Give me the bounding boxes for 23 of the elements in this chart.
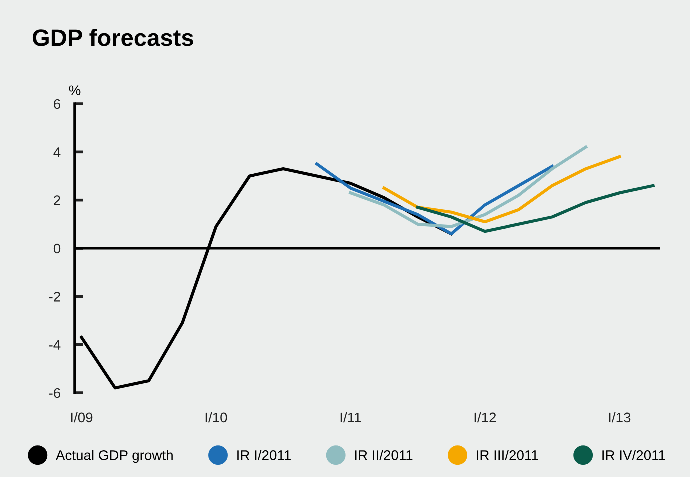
line-series (316, 162, 554, 236)
legend-label: IR III/2011 (477, 450, 538, 460)
y-tick-label: 0 (54, 244, 61, 254)
legend-label: IR IV/2011 (602, 450, 666, 460)
x-tick-label: I/13 (609, 412, 631, 423)
x-tick-label: I/12 (474, 412, 496, 423)
line-series (349, 146, 588, 228)
y-tick-label: 6 (54, 99, 60, 110)
y-axis-title: % (69, 86, 81, 96)
line-series (382, 155, 622, 224)
y-tick-label: 2 (54, 196, 60, 206)
chart-title: GDP forecasts (32, 28, 194, 46)
legend-label: IR I/2011 (238, 450, 291, 460)
x-tick-label: I/11 (340, 412, 362, 423)
x-tick-label: I/09 (71, 412, 93, 423)
y-tick-label: -4 (49, 340, 61, 350)
legend-label: Actual GDP growth (56, 450, 173, 464)
line-series (416, 184, 655, 234)
y-tick-label: -2 (49, 292, 60, 302)
y-tick-label: 4 (54, 148, 61, 158)
legend-label: IR II/2011 (355, 450, 413, 460)
y-tick-label: -6 (49, 388, 60, 398)
x-tick-label: I/10 (206, 412, 228, 423)
